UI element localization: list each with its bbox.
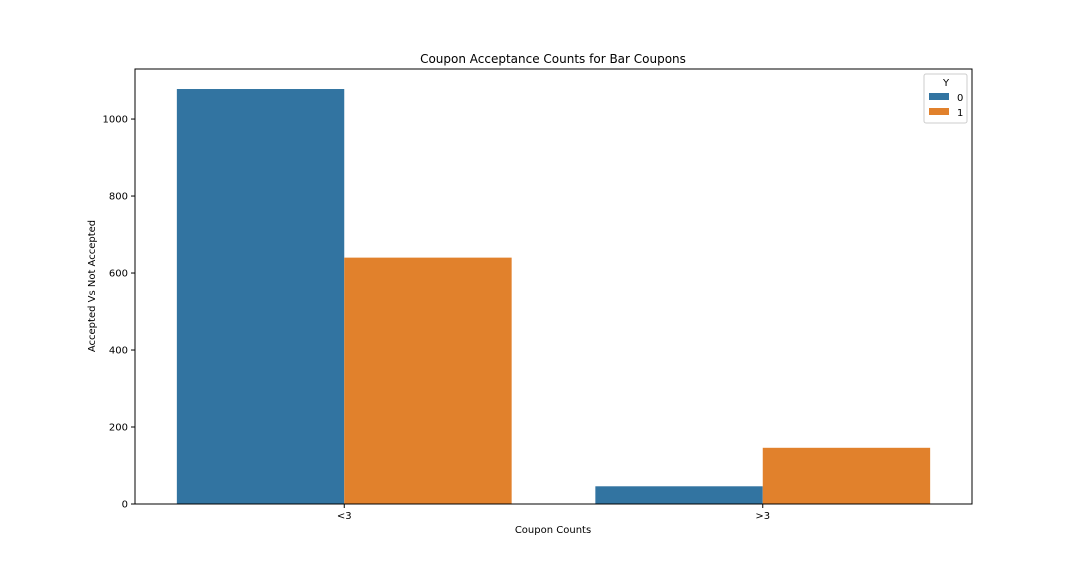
y-tick-label: 400 [109,346,128,357]
bar-lt3-series-1 [344,257,512,504]
bar-gt3-series-0 [595,486,763,504]
y-tick-label: 0 [122,500,128,511]
x-tick-label: >3 [755,511,770,522]
bars-layer [176,89,931,504]
y-tick-label: 200 [109,423,128,434]
x-tick-label: <3 [337,511,352,522]
y-tick-label: 800 [109,192,128,203]
legend-label-1: 1 [957,108,963,119]
legend-title: Y [942,78,950,89]
bar-gt3-series-1 [762,447,931,504]
plot-frame [134,68,973,505]
legend: Y 0 1 [923,73,968,124]
x-axis-label: Coupon Counts [515,525,591,536]
y-axis: 0 200 400 600 800 1000 [103,115,135,511]
chart-title: Coupon Acceptance Counts for Bar Coupons [420,52,686,66]
y-tick-label: 600 [109,269,128,280]
bar-lt3-series-0 [176,89,345,504]
legend-swatch-1 [929,108,949,115]
y-tick-label: 1000 [103,115,128,126]
y-axis-label: Accepted Vs Not Accepted [87,220,98,352]
x-axis: <3 >3 [337,504,770,522]
legend-label-0: 0 [957,93,963,104]
legend-swatch-0 [929,93,949,100]
